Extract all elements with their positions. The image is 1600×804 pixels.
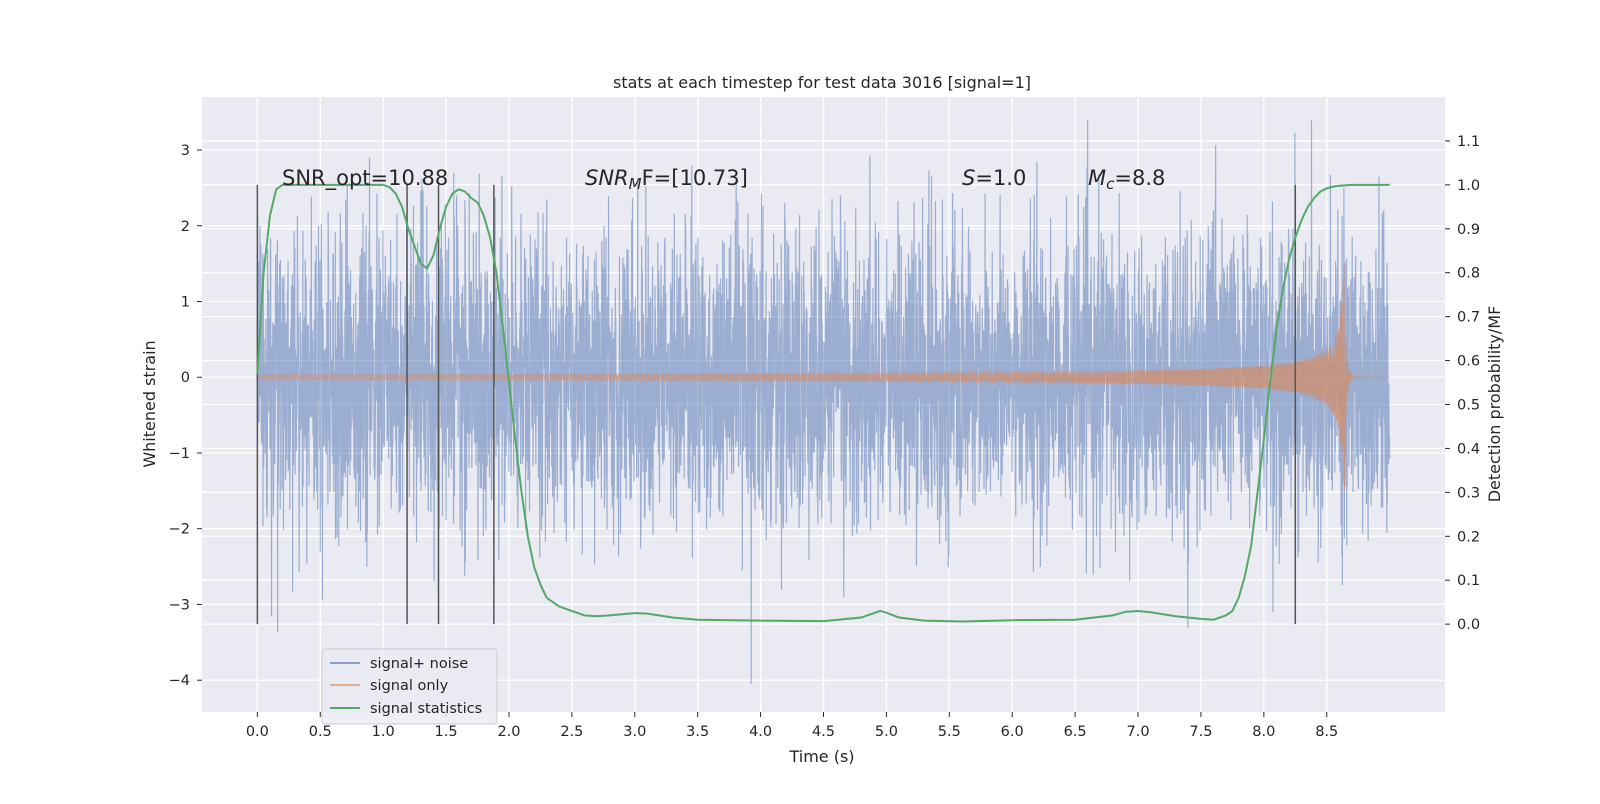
y-tick-label: −4: [169, 673, 190, 689]
x-tick-label: 5.0: [875, 724, 898, 740]
annotation-snr-mf-name: SNR: [585, 166, 629, 190]
x-tick-label: 5.5: [938, 724, 961, 740]
x-tick-label: 3.0: [623, 724, 646, 740]
series-signal-statistics: [256, 183, 1390, 623]
y-right-tick-label: 0.8: [1457, 266, 1480, 282]
y-right-tick-label: 0.0: [1457, 617, 1480, 633]
y-right-tick-label: 0.3: [1457, 485, 1480, 501]
series-signal-only: [257, 263, 1390, 491]
legend: signal+ noise signal only signal statist…: [321, 648, 498, 725]
x-tick-label: 0.5: [309, 724, 332, 740]
x-tick-label: 8.0: [1252, 724, 1275, 740]
annotation-s: S=1.0: [962, 166, 1026, 190]
annotation-mc-name: M: [1088, 166, 1106, 190]
annotation-snr-mf: SNRMF=[10.73]: [585, 166, 748, 193]
y-tick-label: 0: [181, 370, 190, 386]
x-tick-label: 8.5: [1315, 724, 1338, 740]
y-tick-label: 1: [181, 294, 190, 310]
y-right-tick-label: 0.4: [1457, 441, 1480, 457]
data-layer: [256, 119, 1391, 684]
y-right-tick-label: 0.7: [1457, 310, 1480, 326]
x-tick-label: 2.0: [497, 724, 520, 740]
y-tick-label: 3: [181, 143, 190, 159]
x-tick-label: 1.0: [372, 724, 395, 740]
y-right-tick-label: 0.9: [1457, 222, 1480, 238]
y-right-tick-label: 0.1: [1457, 573, 1480, 589]
legend-label-signal-only: signal only: [370, 678, 449, 694]
y-right-tick-label: 0.2: [1457, 529, 1480, 545]
x-axis-label: Time (s): [788, 747, 854, 766]
y-axis-ticks: 3 2 1 0 −1 −2 −3 −4: [169, 143, 202, 689]
annotation-s-rest: =1.0: [975, 166, 1026, 190]
y-axis-label: Whitened strain: [140, 340, 159, 467]
y-tick-label: −1: [169, 446, 190, 462]
y-right-tick-label: 0.6: [1457, 354, 1480, 370]
y-tick-label: 2: [181, 219, 190, 235]
annotation-snr-mf-sub: M: [629, 175, 642, 193]
vertical-markers: [256, 184, 1297, 625]
legend-label-signal-statistics: signal statistics: [370, 701, 482, 717]
y-tick-label: −3: [169, 597, 190, 613]
annotation-snr-mf-rest: F=[10.73]: [642, 166, 748, 190]
y-axis-right-label: Detection probability/MF: [1485, 306, 1504, 503]
annotation-mc-rest: =8.8: [1114, 166, 1165, 190]
x-tick-label: 6.0: [1001, 724, 1024, 740]
x-tick-label: 0.0: [246, 724, 269, 740]
annotation-s-name: S: [962, 166, 975, 190]
x-tick-label: 4.5: [812, 724, 835, 740]
x-tick-label: 7.5: [1189, 724, 1212, 740]
y-right-tick-label: 0.5: [1457, 398, 1480, 414]
chart-title: stats at each timestep for test data 301…: [613, 73, 1031, 92]
y-right-tick-label: 1.0: [1457, 178, 1480, 194]
x-tick-label: 2.5: [560, 724, 583, 740]
x-tick-label: 3.5: [686, 724, 709, 740]
y-axis-right-ticks: 1.1 1.0 0.9 0.8 0.7 0.6 0.5 0.4 0.3 0.2 0.1 0.0: [1445, 134, 1480, 633]
legend-box: [321, 648, 498, 725]
x-axis-ticks: 0.0 0.5 1.0 1.5 2.0 2.5 3.0 3.5 4.0 4.5 5.0 5.5 6.0 6…: [246, 712, 1338, 740]
legend-label-signal-noise: signal+ noise: [370, 656, 468, 672]
y-tick-label: −2: [169, 522, 190, 538]
x-tick-label: 7.0: [1126, 724, 1149, 740]
annotation-snr-opt: SNR_opt=10.88: [282, 166, 448, 191]
x-tick-label: 1.5: [435, 724, 458, 740]
y-right-tick-label: 1.1: [1457, 134, 1480, 150]
x-tick-label: 6.5: [1064, 724, 1087, 740]
annotations: SNR_opt=10.88 SNRMF=[10.73] S=1.0 Mc=8.8: [282, 166, 1165, 193]
annotation-mc: Mc=8.8: [1088, 166, 1165, 193]
x-tick-label: 4.0: [749, 724, 772, 740]
annotation-mc-sub: c: [1106, 175, 1115, 193]
